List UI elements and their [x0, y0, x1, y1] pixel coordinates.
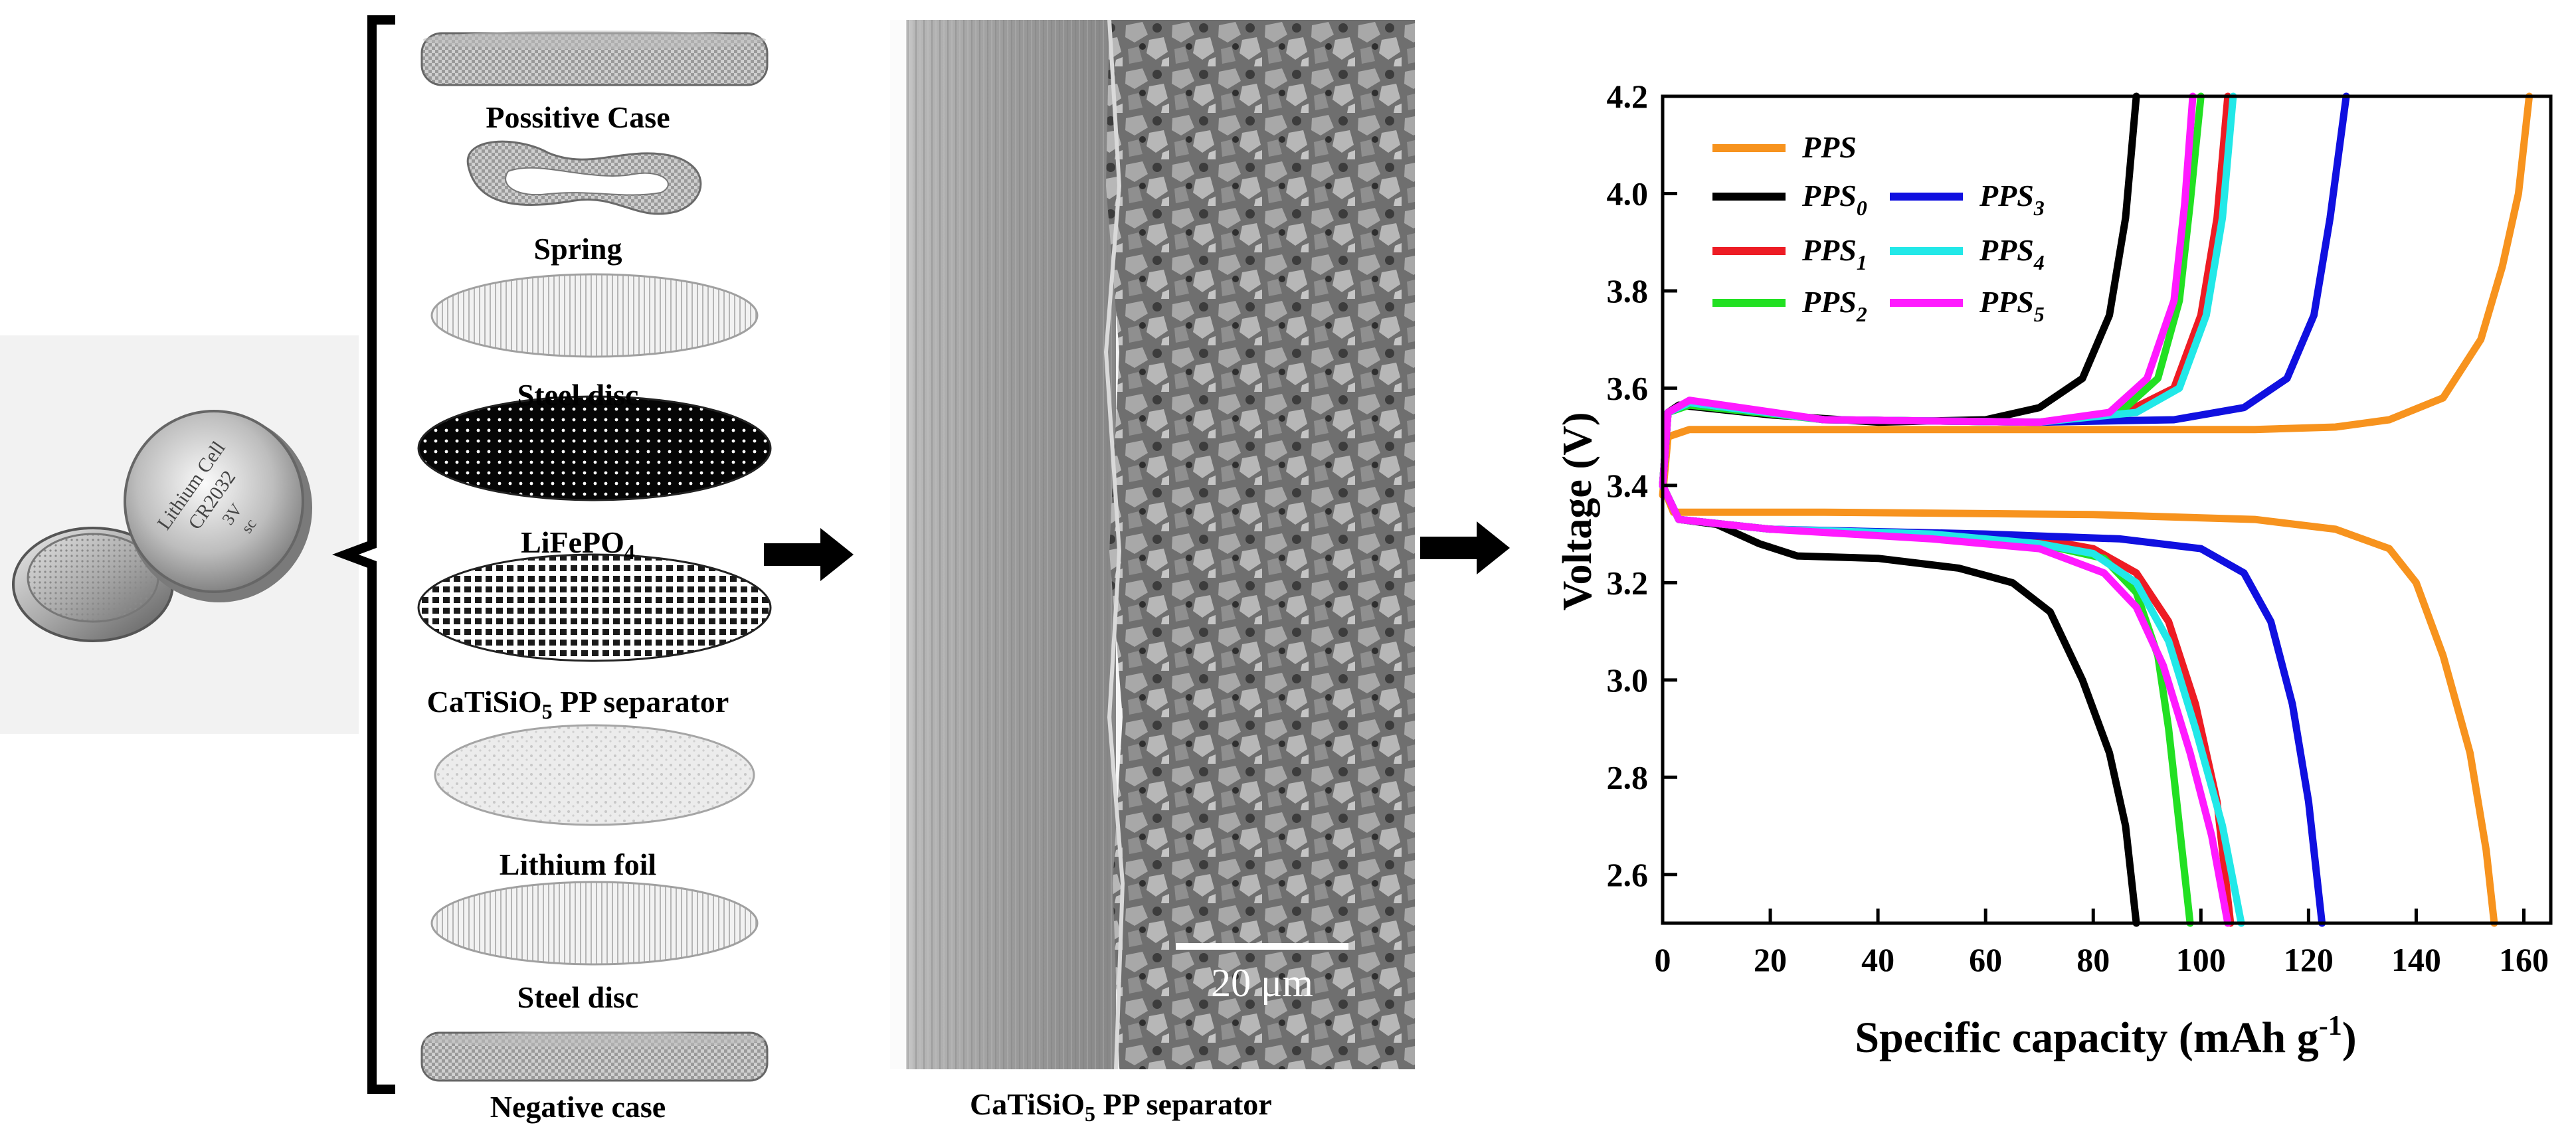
x-tick-label: 140 [2391, 941, 2441, 978]
y-tick-label: 4.2 [1607, 78, 1649, 115]
legend-label-pps4: PPS4 [1979, 233, 2045, 274]
series-pps2-discharge-line [1659, 482, 2194, 927]
sem-caption: CaTiSiO5 PP separator [970, 1087, 1272, 1126]
possitive-case-disc [420, 31, 769, 86]
y-tick-label: 3.4 [1607, 467, 1649, 504]
scale-bar-label: 20 μm [1211, 961, 1313, 1005]
label-lifepo4: LiFePO4 [521, 525, 635, 565]
separator-disc [417, 553, 772, 662]
scale-bar [1176, 943, 1348, 950]
series-pps1-discharge-line [1659, 482, 2235, 927]
arrow-right-icon [1420, 521, 1510, 574]
label-lithium-foil: Lithium foil [499, 847, 657, 881]
y-tick-label: 4.0 [1607, 175, 1649, 212]
label-steel-disc-top: Steel disc [517, 378, 639, 412]
y-tick-label: 3.2 [1607, 564, 1649, 601]
y-tick-label: 2.8 [1607, 758, 1649, 796]
x-tick-label: 80 [2076, 941, 2110, 978]
y-tick-label: 3.8 [1607, 272, 1649, 309]
y-tick-label: 3.6 [1607, 369, 1649, 406]
lifepo4-cathode [417, 395, 772, 501]
spring-part [466, 140, 702, 215]
y-tick-label: 3.0 [1607, 661, 1649, 699]
label-steel-disc-bottom: Steel disc [517, 980, 639, 1014]
x-tick-label: 60 [1969, 941, 2002, 978]
plot-frame [1661, 94, 2553, 925]
sem-micrograph: 20 μm [890, 20, 1415, 1069]
x-tick-label: 160 [2499, 941, 2549, 978]
x-tick-label: 20 [1754, 941, 1787, 978]
series-pps5-charge-line [1659, 92, 2197, 489]
legend-label-pps3: PPS3 [1979, 179, 2045, 220]
legend-label-pps: PPS [1801, 130, 1857, 164]
legend-label-pps0: PPS0 [1801, 179, 1867, 220]
label-spring: Spring [533, 232, 622, 266]
x-axis-label: Specific capacity (mAh g-1) [1855, 1011, 2356, 1062]
y-axis-label: Voltage (V) [1555, 412, 1600, 610]
steel-disc-top [430, 273, 759, 358]
legend-label-pps2: PPS2 [1801, 285, 1867, 326]
series-pps5-discharge-line [1659, 482, 2232, 927]
series-pps-charge-line [1659, 92, 2533, 499]
legend-label-pps1: PPS1 [1801, 233, 1867, 274]
arrow-right-icon [764, 528, 854, 581]
label-separator: CaTiSiO5 PP separator [426, 685, 729, 724]
label-possitive-case: Possitive Case [486, 100, 670, 134]
series-pps-discharge-line [1659, 482, 2498, 927]
lithium-foil-disc [434, 724, 755, 826]
label-negative-case: Negative case [490, 1090, 666, 1124]
y-tick-label: 2.6 [1607, 856, 1649, 893]
x-tick-label: 0 [1655, 941, 1671, 978]
component-stack [417, 31, 772, 1082]
x-tick-label: 40 [1861, 941, 1894, 978]
steel-disc-bottom [430, 881, 759, 966]
series-pps4-discharge-line [1659, 482, 2245, 927]
x-tick-label: 120 [2284, 941, 2334, 978]
negative-case-disc [420, 1031, 769, 1082]
coin-cell-photo: Lithium Cell CR2032 3V sc [12, 410, 312, 642]
legend-label-pps5: PPS5 [1979, 285, 2045, 326]
assembly-bracket [332, 15, 395, 1094]
x-tick-label: 100 [2176, 941, 2226, 978]
legend: PPS PPS0 PPS3 PPS1 PPS4 PPS2 PPS5 [1712, 130, 2045, 326]
